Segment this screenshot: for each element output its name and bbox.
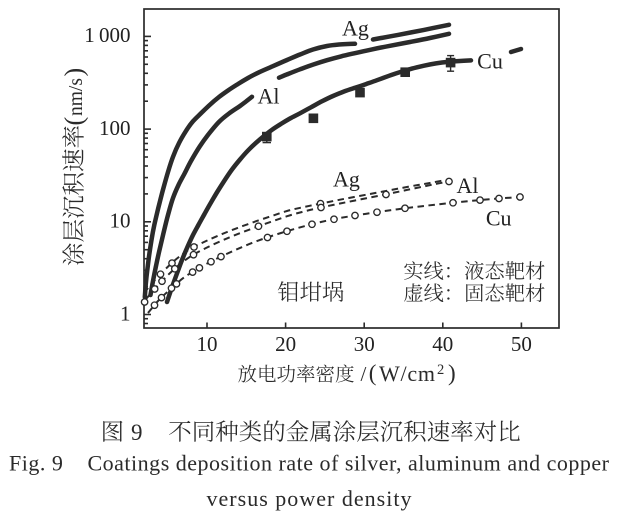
svg-text:(: ( [60, 117, 89, 126]
svg-text:): ) [448, 361, 456, 386]
svg-text:Al: Al [258, 83, 280, 108]
svg-text:Cu: Cu [477, 48, 503, 73]
svg-text:(: ( [369, 361, 377, 386]
svg-text:Fig. 9 Coatings deposition: Fig. 9 Coatings deposition rate of silve… [9, 451, 610, 476]
svg-text:20: 20 [275, 332, 296, 356]
svg-text:2: 2 [437, 362, 444, 378]
svg-text:1 000: 1 000 [84, 23, 130, 47]
svg-text:W/cm: W/cm [379, 361, 435, 386]
svg-text:1: 1 [120, 301, 131, 325]
svg-text:40: 40 [432, 332, 453, 356]
svg-text:10: 10 [110, 209, 131, 233]
svg-text:nm/s: nm/s [66, 78, 87, 116]
svg-text:10: 10 [197, 332, 218, 356]
svg-text:Ag: Ag [333, 166, 360, 191]
svg-text:9: 9 [131, 420, 143, 445]
svg-text:30: 30 [354, 332, 375, 356]
svg-text:100: 100 [99, 116, 131, 140]
svg-text:versus power density: versus power density [207, 486, 412, 511]
svg-text:50: 50 [511, 332, 532, 356]
svg-text:): ) [60, 68, 89, 77]
svg-text:/: / [361, 362, 367, 386]
svg-text:Al: Al [457, 173, 479, 198]
svg-text:Ag: Ag [342, 15, 369, 40]
svg-text:Cu: Cu [486, 206, 512, 231]
